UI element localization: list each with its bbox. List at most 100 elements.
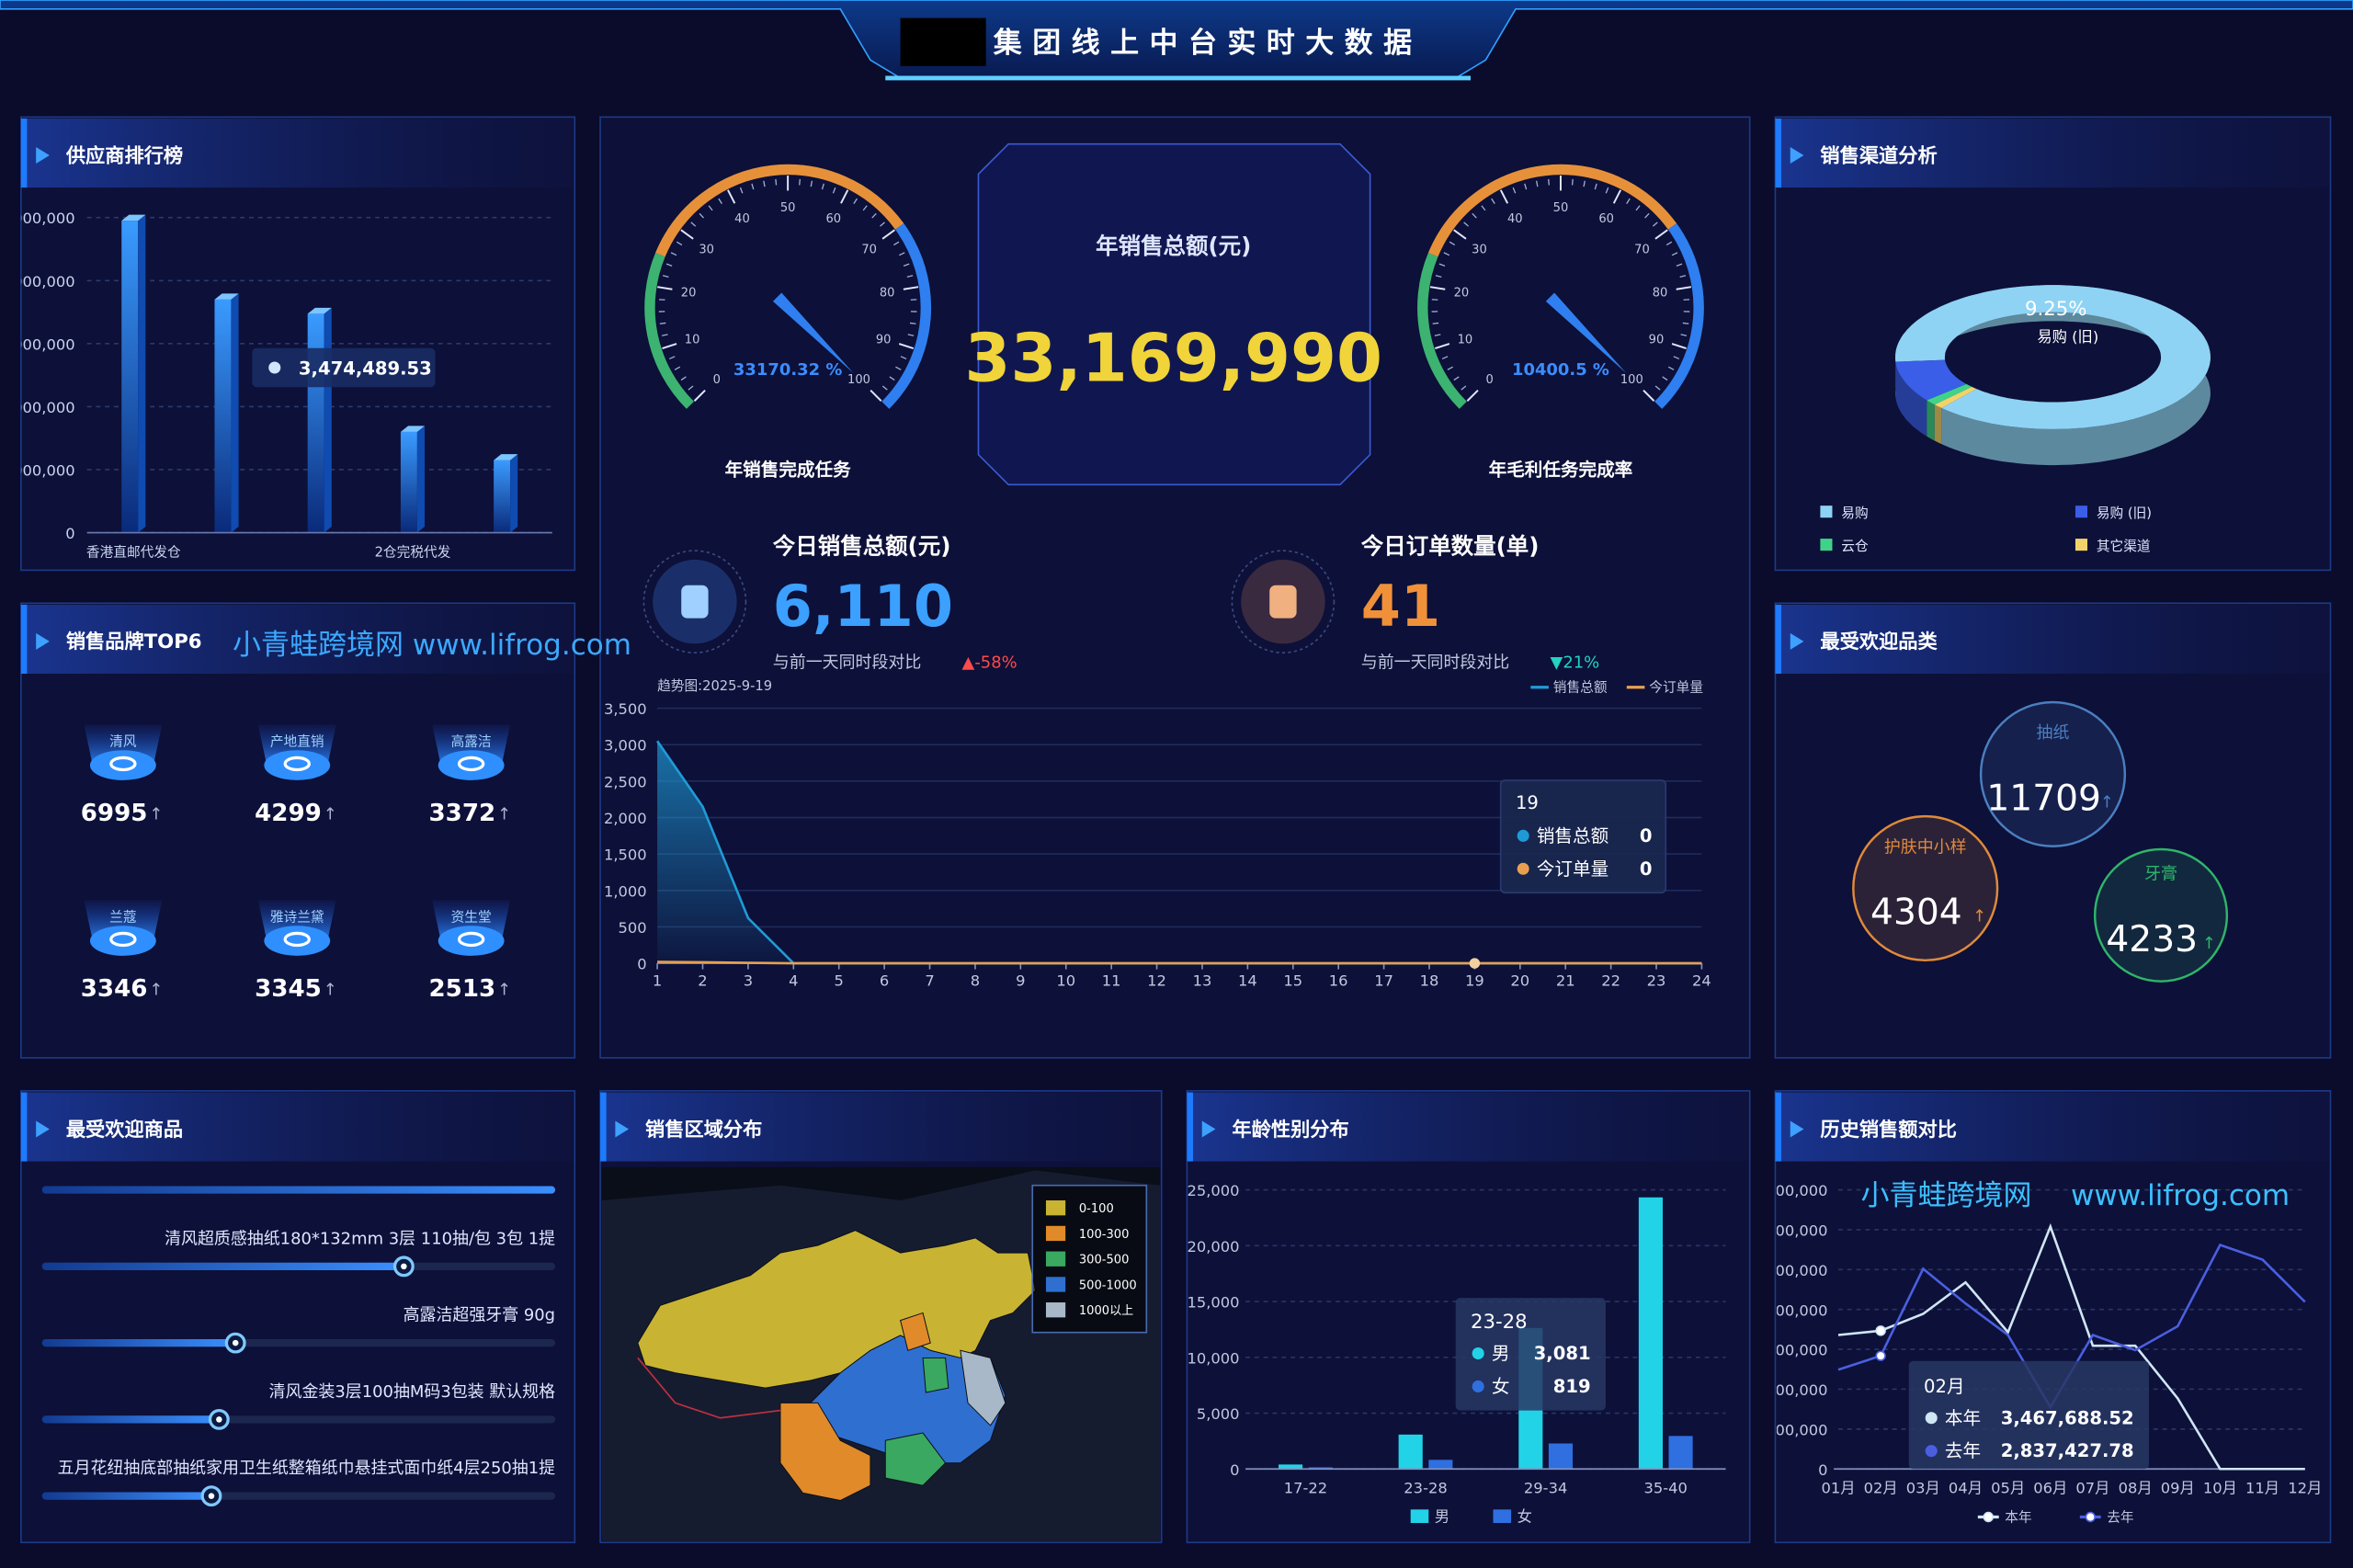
y-axis-labels: 0 1,000,000 2,000,000 3,000,000 4,000,000 5,0… <box>1752 1182 1828 1479</box>
gauge-tick <box>1676 286 1692 290</box>
tooltip-name: 今订单量 <box>1537 858 1608 880</box>
x-tick-label: 12月 <box>2288 1479 2322 1496</box>
gauge-minor-tick <box>895 366 902 370</box>
product-name: 高露洁超强牙膏 90g <box>404 1305 555 1325</box>
bar-top <box>214 293 239 300</box>
tooltip-dot <box>1925 1445 1938 1458</box>
gauge: 0 10 20 30 40 50 60 70 80 90 100 33170.32 % 年销售完成任务 <box>644 164 932 481</box>
panel-title: 供应商排行榜 <box>65 143 183 167</box>
legend-swatch <box>1820 506 1833 518</box>
panel-triangle <box>1201 1120 1216 1138</box>
panel-header <box>1777 1092 2329 1162</box>
tooltip-value: 3,474,489.53 <box>299 358 432 379</box>
icon-glyph <box>681 585 709 619</box>
ring-top <box>1895 285 2211 429</box>
ring-side <box>1934 404 1942 445</box>
panel-accent <box>20 1092 28 1162</box>
x-tick-label: 香港直邮代发仓 <box>86 545 181 561</box>
y-tick-label: 3,000,000 <box>1752 1342 1828 1359</box>
gauge-tick <box>903 286 919 290</box>
y-tick-label: 3,500 <box>604 700 647 718</box>
bar-front <box>494 460 511 533</box>
gauge-minor-tick <box>1548 178 1551 186</box>
gauge-minor-tick <box>1461 385 1467 391</box>
legend-label: 今订单量 <box>1649 680 1703 696</box>
map-region <box>779 1402 871 1502</box>
area-fill <box>657 741 1702 964</box>
gauge-minor-tick <box>1512 187 1517 194</box>
legend-swatch <box>1045 1251 1066 1267</box>
trend-arrow: ↑ <box>149 980 163 999</box>
gauge-tick-label: 30 <box>1472 243 1487 256</box>
x-tick-label: 08月 <box>2119 1479 2153 1496</box>
bubble-name: 牙膏 <box>2144 864 2177 884</box>
panel: 历史销售额对比 0 1,000,000 2,000,000 3,000,000 4,000… <box>1752 1090 2332 1544</box>
tooltip-title: 23-28 <box>1471 1311 1528 1334</box>
y-tick-label: 500 <box>619 919 647 937</box>
gauge-tick-label: 0 <box>1485 373 1493 387</box>
trend-arrow: ↑ <box>149 804 163 824</box>
tooltip-value: 3,081 <box>1534 1343 1591 1364</box>
panel-accent <box>1775 1092 1781 1162</box>
gauge-minor-tick <box>662 275 669 278</box>
panel-header <box>22 118 574 188</box>
gauge-minor-tick <box>1536 180 1539 187</box>
product-name: 五月花纽抽底部抽纸家用卫生纸整箱纸巾悬挂式面巾纸4层250抽1提 <box>58 1459 555 1478</box>
y-axis-labels: 0 500 1,000 1,500 2,000 2,500 3,000 3,500 <box>604 700 647 973</box>
brand-base <box>264 750 331 780</box>
panel-accent <box>20 604 28 675</box>
legend-label: 其它渠道 <box>2097 538 2151 554</box>
today-value: 41 <box>1361 573 1440 640</box>
gauge-minor-tick <box>893 241 900 246</box>
brand-base <box>264 926 331 956</box>
value-label: 9.25% <box>2025 298 2086 321</box>
trend-arrow: ↑ <box>2202 934 2216 953</box>
gauge-minor-tick <box>903 263 910 267</box>
map-region <box>922 1357 949 1393</box>
panel-header <box>1777 118 2329 188</box>
gauge-minor-tick <box>669 356 676 360</box>
legend-swatch <box>1045 1200 1066 1216</box>
panel-frame <box>20 602 576 1059</box>
y-tick-label: 10,000 <box>1187 1349 1239 1367</box>
gauge-minor-tick <box>1673 356 1680 360</box>
legend-swatch <box>1045 1302 1066 1318</box>
product-name: 清风超质感抽纸180*132mm 3层 110抽/包 3包 1提 <box>165 1229 555 1248</box>
gauge-minor-tick <box>751 183 755 190</box>
panel-frame <box>20 1090 576 1544</box>
legend-label: 1000以上 <box>1079 1304 1133 1318</box>
brand-name: 产地直销 <box>270 733 324 749</box>
brand-value: 3372 <box>429 800 496 827</box>
legend-label: 本年 <box>2005 1509 2032 1525</box>
gauge-tick-label: 100 <box>847 373 870 387</box>
panel-triangle <box>1790 146 1804 164</box>
gauge-tick <box>1643 390 1655 402</box>
bar <box>41 1186 556 1194</box>
total-box <box>977 142 1371 486</box>
knob-core <box>216 1416 222 1423</box>
gauge-tick-label: 60 <box>825 212 841 226</box>
gauge-caption: 年毛利任务完成率 <box>1489 460 1633 481</box>
y-tick-label: 1,500 <box>604 846 647 864</box>
y-tick-label: 0 <box>1818 1461 1827 1479</box>
value-label-name: 易购 (旧) <box>2037 328 2098 346</box>
map-region <box>884 1432 947 1486</box>
gauge-minor-tick <box>1635 205 1641 211</box>
bar-side <box>138 214 146 533</box>
legend-dot <box>2085 1511 2096 1523</box>
bar <box>1398 1434 1423 1470</box>
gauge: 0 10 20 30 40 50 60 70 80 90 100 10400.5 % 年毛利任务完成率 <box>1417 164 1704 481</box>
today-change: ▼21% <box>1551 653 1600 672</box>
gauge-tick-label: 100 <box>1620 373 1643 387</box>
legend-label: 女 <box>1518 1507 1532 1525</box>
gauge-minor-tick <box>739 187 744 194</box>
today-value: 6,110 <box>773 573 953 640</box>
panel-accent <box>1775 604 1781 675</box>
gauge-tick <box>1499 189 1509 204</box>
gauge-minor-tick <box>680 376 687 381</box>
y-axis-labels: 0 1,000,000 2,000,000 3,000,000 4,000,000 5,0… <box>21 210 75 542</box>
gauge-minor-tick <box>899 252 905 256</box>
panel-title: 销售区域分布 <box>645 1118 762 1142</box>
ring-side <box>1927 400 1935 441</box>
bubble-value: 11709 <box>1986 778 2101 820</box>
